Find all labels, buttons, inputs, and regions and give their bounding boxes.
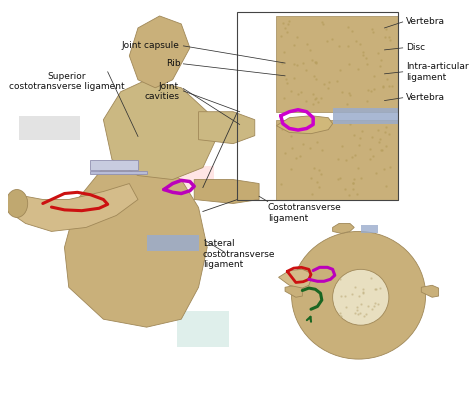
Text: Intra-articular
ligament: Intra-articular ligament (406, 62, 469, 81)
Text: Lateral
costotransverse
ligament: Lateral costotransverse ligament (203, 239, 275, 269)
Polygon shape (199, 112, 255, 144)
Polygon shape (421, 285, 438, 297)
Polygon shape (279, 269, 311, 288)
Text: Joint
cavities: Joint cavities (144, 82, 179, 101)
Polygon shape (91, 171, 146, 174)
Bar (237, 12, 398, 200)
Polygon shape (194, 180, 259, 203)
Text: Joint capsule: Joint capsule (121, 41, 179, 50)
Polygon shape (276, 116, 333, 134)
Bar (276, 16, 398, 112)
Bar (177, 166, 214, 188)
Polygon shape (8, 184, 138, 231)
Bar (333, 108, 398, 124)
Bar (276, 120, 398, 200)
Ellipse shape (6, 190, 27, 217)
Text: Vertebra: Vertebra (406, 93, 445, 102)
Polygon shape (64, 160, 207, 327)
Text: Vertebra: Vertebra (406, 18, 445, 26)
Bar (177, 311, 229, 347)
Bar (361, 225, 378, 233)
Polygon shape (129, 16, 190, 88)
Polygon shape (285, 285, 302, 297)
Polygon shape (333, 223, 354, 233)
Text: Costotransverse
ligament: Costotransverse ligament (268, 203, 341, 223)
Ellipse shape (292, 231, 426, 359)
Bar (19, 116, 80, 140)
Text: Rib: Rib (167, 59, 181, 68)
Polygon shape (91, 160, 138, 170)
Text: Disc: Disc (406, 43, 425, 52)
Text: Superior
costotransverse ligament: Superior costotransverse ligament (9, 72, 125, 91)
Polygon shape (103, 80, 216, 180)
Ellipse shape (333, 269, 389, 325)
Polygon shape (146, 235, 199, 251)
